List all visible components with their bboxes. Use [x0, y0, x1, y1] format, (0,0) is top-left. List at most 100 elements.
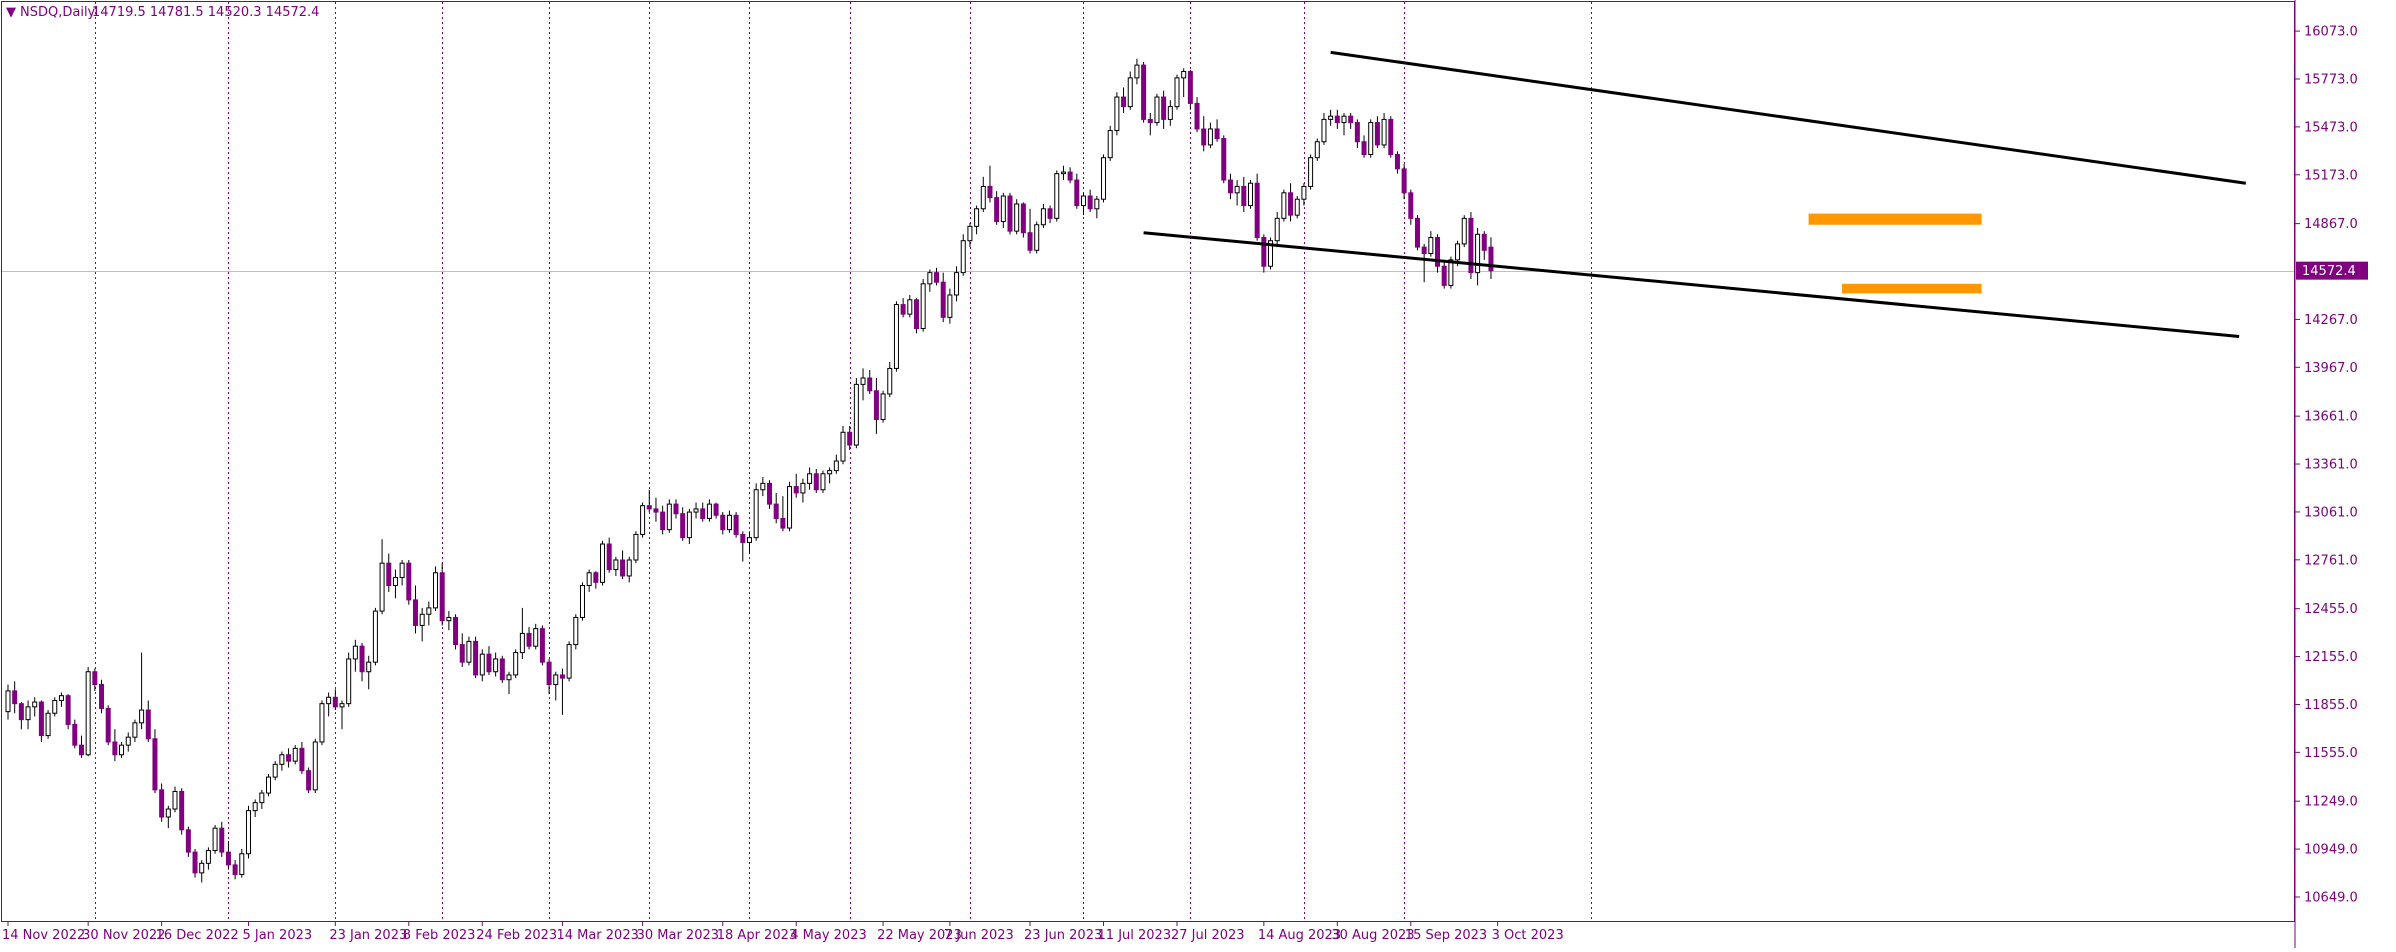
bullish-candle — [326, 696, 332, 705]
bullish-candle — [5, 690, 11, 713]
bullish-candle — [479, 653, 485, 676]
bullish-candle — [586, 572, 592, 587]
bullish-candle — [1448, 259, 1454, 286]
bullish-candle — [346, 658, 352, 705]
bullish-candle — [1000, 195, 1006, 223]
upper-trendline[interactable] — [1330, 50, 2247, 185]
bearish-candle — [18, 703, 24, 721]
bullish-candle — [1114, 96, 1120, 132]
bearish-candle — [1007, 195, 1013, 232]
bullish-candle — [573, 616, 579, 646]
bearish-candle — [1227, 179, 1233, 194]
trendlines[interactable] — [1143, 50, 2247, 338]
bearish-candle — [1421, 246, 1427, 254]
bearish-candle — [386, 562, 392, 587]
bullish-candle — [199, 862, 205, 874]
bullish-candle — [579, 585, 585, 618]
bullish-candle — [32, 701, 38, 708]
bullish-candle — [880, 393, 886, 421]
time-tick-label: 14 Nov 2022 — [2, 928, 85, 943]
bullish-candle — [1381, 118, 1387, 146]
price-tick-label: 10949.0 — [2304, 843, 2358, 858]
bullish-candle — [1341, 115, 1347, 124]
bullish-candle — [1054, 173, 1060, 219]
bullish-candle — [379, 562, 385, 612]
lower-trendline[interactable] — [1143, 231, 2240, 338]
bullish-candle — [513, 652, 519, 676]
bearish-candle — [359, 645, 365, 673]
bearish-candle — [12, 690, 18, 705]
price-tick-label: 12455.0 — [2304, 602, 2358, 617]
bearish-candle — [306, 770, 312, 791]
time-tick-label: 23 Jan 2023 — [329, 928, 407, 943]
bearish-candle — [192, 851, 198, 874]
bullish-candle — [319, 703, 325, 743]
bullish-candle — [980, 185, 986, 210]
time-tick-label: 7 Jun 2023 — [944, 928, 1014, 943]
bearish-candle — [1214, 128, 1220, 140]
bearish-candle — [940, 281, 946, 318]
price-tick-label: 14267.0 — [2304, 313, 2358, 328]
time-tick-label: 5 Jan 2023 — [242, 928, 312, 943]
support-zone — [1842, 283, 1982, 294]
bearish-candle — [1027, 232, 1033, 251]
bullish-candle — [893, 304, 899, 369]
bearish-candle — [499, 658, 505, 681]
price-tick-label: 15773.0 — [2304, 72, 2358, 87]
bullish-candle — [860, 377, 866, 385]
bullish-candle — [760, 482, 766, 491]
bearish-candle — [987, 185, 993, 199]
time-tick-label: 3 Oct 2023 — [1492, 928, 1564, 943]
bearish-candle — [653, 508, 659, 513]
bullish-candle — [1127, 77, 1133, 108]
bullish-candle — [139, 709, 145, 724]
bearish-candle — [1334, 115, 1340, 124]
bullish-candle — [1368, 122, 1374, 156]
resistance-zone — [1808, 213, 1982, 225]
time-tick-label: 24 Feb 2023 — [476, 928, 557, 943]
bearish-candle — [219, 827, 225, 853]
bearish-candle — [700, 508, 706, 519]
bearish-candle — [1374, 122, 1380, 146]
bullish-candle — [613, 559, 619, 571]
bullish-candle — [974, 208, 980, 227]
bullish-candle — [58, 695, 64, 701]
bearish-candle — [546, 661, 552, 686]
bullish-candle — [466, 640, 472, 663]
bullish-candle — [1154, 96, 1160, 124]
bullish-candle — [245, 810, 251, 855]
bearish-candle — [767, 482, 773, 505]
bearish-candle — [412, 599, 418, 626]
bearish-candle — [1187, 70, 1193, 104]
bullish-candle — [339, 703, 345, 708]
bullish-candle — [1328, 115, 1334, 120]
bullish-candle — [960, 240, 966, 274]
bullish-candle — [1268, 240, 1274, 267]
bullish-candle — [1234, 185, 1240, 194]
bearish-candle — [99, 684, 105, 709]
bearish-candle — [406, 562, 412, 601]
price-tick-label: 11855.0 — [2304, 698, 2358, 713]
bullish-candle — [1134, 64, 1140, 79]
bullish-candle — [927, 272, 933, 285]
bullish-candle — [800, 482, 806, 494]
bullish-candle — [1301, 185, 1307, 200]
bullish-candle — [132, 722, 138, 738]
bullish-candle — [519, 632, 525, 654]
bullish-candle — [239, 853, 245, 875]
bullish-candle — [366, 661, 372, 673]
bullish-candle — [626, 559, 632, 577]
time-tick-label: 8 Feb 2023 — [403, 928, 476, 943]
bullish-candle — [1308, 157, 1314, 187]
bullish-candle — [954, 272, 960, 296]
bearish-candle — [159, 789, 165, 818]
time-tick-label: 30 Mar 2023 — [637, 928, 719, 943]
bearish-candle — [1261, 237, 1267, 267]
chart-header: ▼ NSDQ,Daily 14719.5 14781.5 14520.3 145… — [6, 5, 319, 20]
menu-arrow-icon[interactable]: ▼ — [6, 5, 16, 20]
price-axis[interactable]: 10649.0 10949.0 11249.0 11555.0 11855.0 12155… — [2295, 25, 2368, 906]
bearish-candle — [934, 272, 940, 283]
